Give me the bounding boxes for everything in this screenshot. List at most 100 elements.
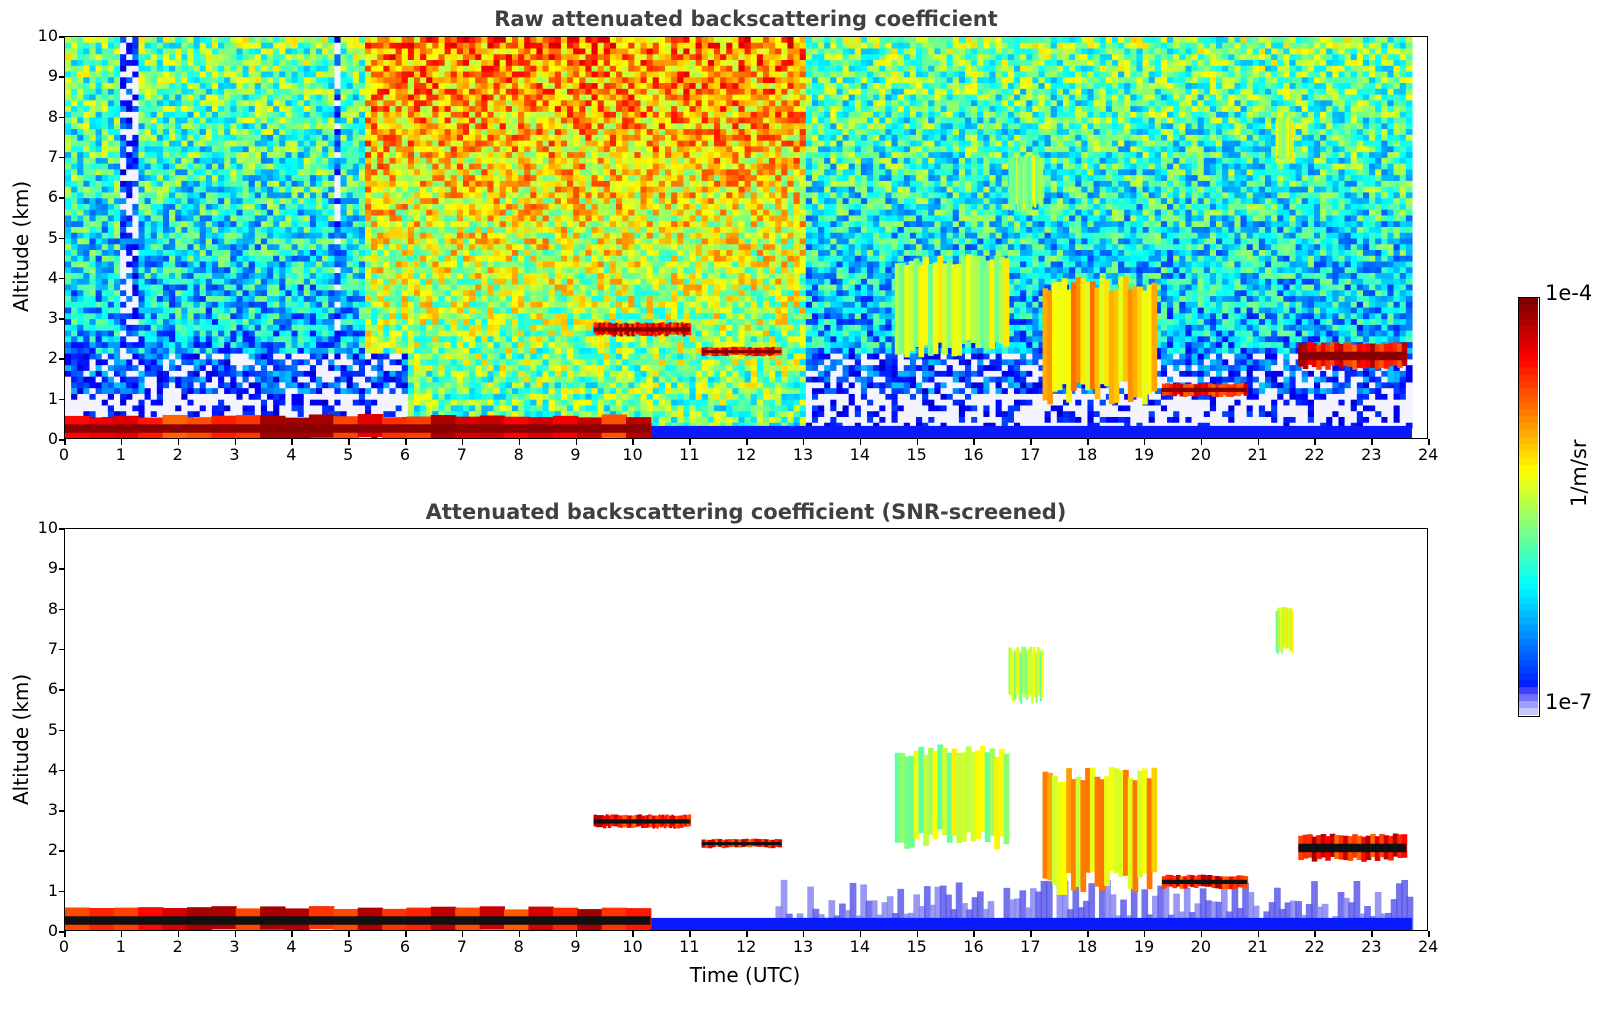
noise-cell <box>89 37 97 44</box>
noise-cell <box>279 198 287 205</box>
noise-cell <box>120 284 127 291</box>
noise-cell <box>309 359 317 366</box>
noise-cell <box>334 226 342 234</box>
noise-cell <box>224 278 231 286</box>
noise-cell <box>218 180 225 188</box>
noise-cell <box>169 111 176 119</box>
noise-cell <box>444 284 452 291</box>
noise-cell <box>426 215 433 222</box>
noise-cell <box>389 37 397 44</box>
noise-cell <box>236 342 244 349</box>
noise-cell <box>401 111 409 119</box>
noise-cell <box>211 411 219 418</box>
noise-cell <box>322 129 329 136</box>
noise-cell <box>230 100 238 107</box>
noise-cell <box>65 186 72 194</box>
noise-cell <box>365 60 372 67</box>
noise-cell <box>248 382 256 389</box>
noise-cell <box>395 163 403 171</box>
noise-cell <box>444 319 452 326</box>
noise-cell <box>236 163 244 171</box>
noise-cell <box>224 290 231 297</box>
noise-cell <box>77 226 84 234</box>
noise-cell <box>95 284 103 291</box>
noise-cell <box>426 146 433 153</box>
noise-cell <box>462 393 470 401</box>
noise-cell <box>224 94 231 101</box>
noise-cell <box>279 307 287 314</box>
noise-cell <box>309 370 317 378</box>
noise-cell <box>456 273 464 280</box>
noise-cell <box>248 88 256 96</box>
noise-cell <box>456 111 464 119</box>
noise-cell <box>487 278 495 286</box>
noise-cell <box>407 65 415 73</box>
noise-cell <box>328 152 335 159</box>
noise-cell <box>211 301 219 309</box>
noise-cell <box>181 290 189 297</box>
noise-cell <box>211 100 219 107</box>
noise-cell <box>101 117 109 124</box>
noise-cell <box>254 42 262 50</box>
noise-cell <box>267 290 274 297</box>
noise-cell <box>236 111 244 119</box>
noise-cell <box>95 180 103 188</box>
noise-cell <box>107 255 115 263</box>
noise-cell <box>358 83 366 90</box>
noise-cell <box>487 192 495 199</box>
noise-cell <box>236 134 244 142</box>
noise-cell <box>450 163 458 171</box>
noise-cell <box>352 42 360 50</box>
noise-cell <box>291 106 299 113</box>
noise-cell <box>89 198 97 205</box>
noise-cell <box>224 169 231 176</box>
noise-cell <box>365 186 372 194</box>
noise-cell <box>169 146 176 153</box>
noise-cell <box>77 221 84 228</box>
noise-cell <box>328 140 335 147</box>
noise-cell <box>248 37 256 44</box>
noise-cell <box>107 163 115 171</box>
noise-cell <box>389 186 397 194</box>
noise-cell <box>77 330 84 337</box>
noise-cell <box>371 365 378 372</box>
noise-cell <box>205 313 213 320</box>
noise-cell <box>175 261 182 268</box>
noise-cell <box>407 77 415 84</box>
noise-cell <box>71 307 78 314</box>
noise-cell <box>365 405 372 412</box>
noise-cell <box>138 123 146 130</box>
noise-cell <box>144 42 152 50</box>
noise-cell <box>303 209 311 217</box>
noise-cell <box>444 307 452 314</box>
noise-cell <box>438 65 446 73</box>
noise-cell <box>444 60 452 67</box>
noise-cell <box>205 376 213 384</box>
noise-cell <box>309 255 317 263</box>
noise-cell <box>71 134 78 142</box>
noise-cell <box>450 330 458 337</box>
noise-cell <box>187 215 195 222</box>
noise-cell <box>132 365 140 372</box>
noise-cell <box>107 209 115 217</box>
noise-cell <box>279 192 287 199</box>
noise-cell <box>120 42 127 50</box>
noise-cell <box>438 152 446 159</box>
noise-cell <box>144 319 152 326</box>
noise-cell <box>218 359 225 366</box>
noise-cell <box>462 324 470 332</box>
noise-cell <box>71 290 78 297</box>
noise-cell <box>383 152 391 159</box>
noise-cell <box>352 152 360 159</box>
noise-cell <box>383 117 391 124</box>
noise-cell <box>401 209 409 217</box>
noise-cell <box>71 267 78 274</box>
noise-cell <box>481 284 489 291</box>
noise-cell <box>132 376 140 384</box>
noise-cell <box>260 203 268 211</box>
noise-cell <box>462 365 470 372</box>
noise-cell <box>309 54 317 61</box>
noise-cell <box>377 336 384 343</box>
noise-cell <box>267 48 274 55</box>
noise-cell <box>426 140 433 147</box>
